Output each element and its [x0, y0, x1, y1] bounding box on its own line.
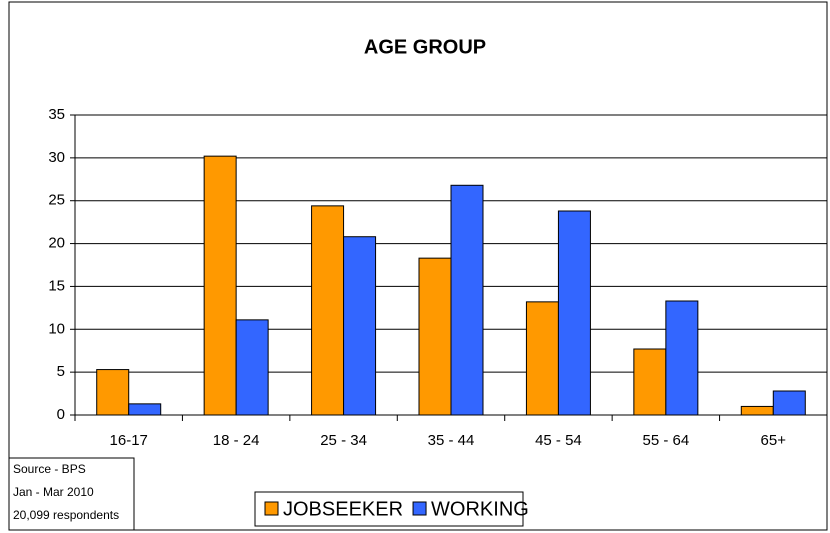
y-tick-label: 30 — [48, 149, 65, 166]
x-tick-label: 16-17 — [110, 432, 148, 449]
x-tick-label: 65+ — [761, 432, 787, 449]
bar — [525, 301, 559, 416]
chart-border — [8, 1, 828, 531]
legend-label: WORKING — [431, 498, 529, 520]
bar — [665, 300, 699, 416]
bar — [450, 184, 484, 416]
x-tick-label: 45 - 54 — [535, 432, 582, 449]
bar — [772, 390, 806, 416]
legend-box — [254, 491, 524, 527]
y-tick-label: 10 — [48, 320, 65, 337]
x-tick-label: 25 - 34 — [320, 432, 367, 449]
y-tick-label: 20 — [48, 235, 65, 252]
bar — [740, 405, 774, 416]
source-text: Jan - Mar 2010 — [13, 485, 94, 499]
bar — [311, 205, 345, 416]
source-text: Source - BPS — [13, 462, 86, 476]
legend-swatch — [412, 501, 427, 516]
bar — [128, 403, 162, 416]
bar — [96, 369, 130, 416]
legend-label: JOBSEEKER — [283, 498, 403, 520]
bar — [418, 257, 452, 416]
y-tick-label: 0 — [57, 406, 65, 423]
x-tick-label: 18 - 24 — [213, 432, 260, 449]
x-tick-label: 35 - 44 — [428, 432, 475, 449]
y-tick-label: 15 — [48, 277, 65, 294]
bar — [203, 155, 237, 416]
source-box — [8, 457, 135, 531]
bar — [557, 210, 591, 416]
source-text: 20,099 respondents — [13, 508, 119, 522]
bar — [633, 348, 667, 416]
bar — [343, 236, 377, 416]
y-tick-label: 5 — [57, 363, 65, 380]
bar — [235, 319, 269, 416]
chart-title: AGE GROUP — [364, 36, 486, 58]
x-tick-label: 55 - 64 — [643, 432, 690, 449]
legend-swatch — [264, 501, 279, 516]
y-tick-label: 25 — [48, 192, 65, 209]
y-tick-label: 35 — [48, 106, 65, 123]
